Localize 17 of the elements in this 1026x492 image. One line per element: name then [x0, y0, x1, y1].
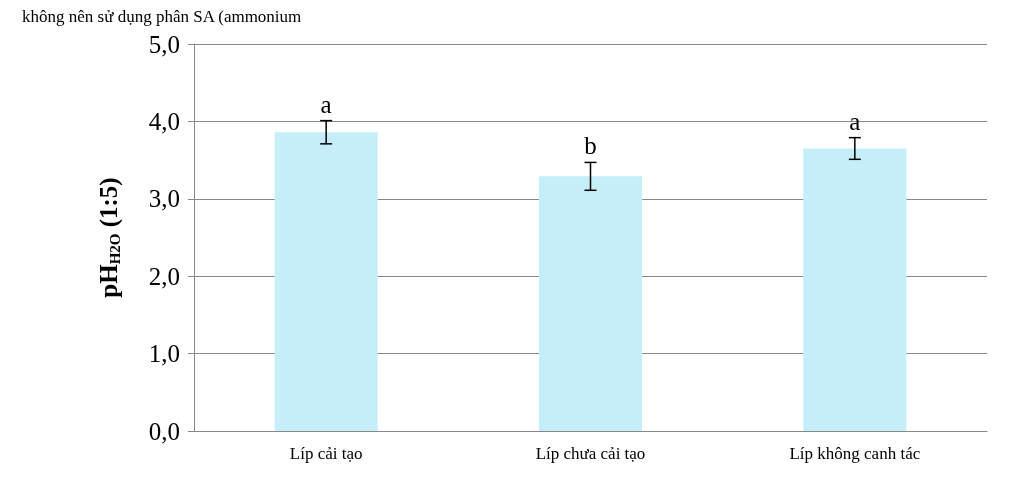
y-tick-label: 4,0	[148, 107, 180, 135]
y-tick-label: 3,0	[148, 185, 180, 213]
x-tick-label: Líp cải tạo	[289, 444, 363, 463]
bar	[538, 176, 643, 431]
y-tick-label: 2,0	[148, 262, 180, 290]
y-tick-label: 5,0	[148, 30, 180, 58]
bar	[803, 148, 907, 431]
y-tick-label: 0,0	[148, 417, 180, 445]
text: không nên sử dụng phân SA (ammonium	[22, 7, 302, 26]
annotation: b	[584, 132, 597, 160]
y-axis-title: pHH2O (1:5)	[95, 177, 123, 298]
annotation: a	[320, 90, 332, 118]
x-tick-label: Líp không canh tác	[789, 444, 921, 463]
x-tick-label: Líp chưa cải tạo	[535, 444, 646, 463]
bar	[274, 132, 378, 431]
annotation: a	[849, 107, 861, 135]
y-tick-label: 1,0	[148, 340, 180, 368]
